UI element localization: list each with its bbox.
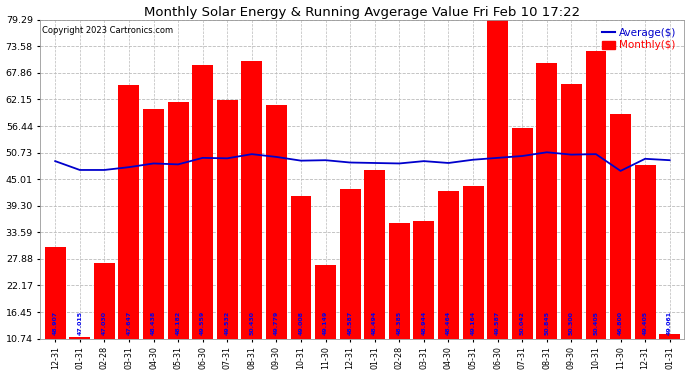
Text: 49.559: 49.559 xyxy=(200,311,205,335)
Bar xyxy=(241,61,262,339)
Text: 49.532: 49.532 xyxy=(225,311,230,335)
Text: 50.042: 50.042 xyxy=(520,311,524,335)
Bar xyxy=(119,85,139,339)
Bar xyxy=(487,19,508,339)
Legend: Average($), Monthly($): Average($), Monthly($) xyxy=(599,25,679,53)
Bar xyxy=(69,336,90,339)
Bar xyxy=(389,224,410,339)
Bar xyxy=(168,102,188,339)
Text: 50.845: 50.845 xyxy=(544,311,549,335)
Bar xyxy=(586,51,607,339)
Bar xyxy=(143,110,164,339)
Bar xyxy=(45,247,66,339)
Text: 48.385: 48.385 xyxy=(397,311,402,335)
Bar xyxy=(193,65,213,339)
Bar xyxy=(635,165,656,339)
Text: 47.030: 47.030 xyxy=(102,311,107,335)
Text: 47.015: 47.015 xyxy=(77,311,82,335)
Bar xyxy=(315,266,336,339)
Bar xyxy=(536,63,558,339)
Text: 47.647: 47.647 xyxy=(126,311,131,335)
Title: Monthly Solar Energy & Running Avgerage Value Fri Feb 10 17:22: Monthly Solar Energy & Running Avgerage … xyxy=(144,6,580,18)
Text: 48.494: 48.494 xyxy=(372,311,377,335)
Text: 49.061: 49.061 xyxy=(667,311,672,335)
Text: 49.779: 49.779 xyxy=(274,311,279,335)
Bar xyxy=(413,221,434,339)
Text: 49.587: 49.587 xyxy=(495,311,500,335)
Text: 50.300: 50.300 xyxy=(569,311,574,335)
Bar xyxy=(561,84,582,339)
Text: 48.907: 48.907 xyxy=(52,311,58,335)
Bar xyxy=(659,334,680,339)
Text: 49.149: 49.149 xyxy=(323,311,328,335)
Text: 48.438: 48.438 xyxy=(151,311,156,335)
Bar xyxy=(462,186,484,339)
Text: 50.405: 50.405 xyxy=(593,311,598,335)
Bar xyxy=(364,170,385,339)
Text: 50.430: 50.430 xyxy=(249,311,255,335)
Text: 48.182: 48.182 xyxy=(175,311,181,335)
Text: 49.008: 49.008 xyxy=(299,311,304,335)
Text: 49.405: 49.405 xyxy=(642,311,648,335)
Bar xyxy=(217,100,237,339)
Bar xyxy=(610,114,631,339)
Bar xyxy=(266,105,287,339)
Text: Copyright 2023 Cartronics.com: Copyright 2023 Cartronics.com xyxy=(41,26,173,35)
Text: 48.587: 48.587 xyxy=(348,311,353,335)
Bar xyxy=(290,195,311,339)
Text: 48.464: 48.464 xyxy=(446,311,451,335)
Bar xyxy=(512,128,533,339)
Bar xyxy=(339,189,361,339)
Bar xyxy=(438,191,459,339)
Text: 48.944: 48.944 xyxy=(422,311,426,335)
Bar xyxy=(94,263,115,339)
Text: 49.164: 49.164 xyxy=(471,311,475,335)
Text: 46.800: 46.800 xyxy=(618,311,623,335)
